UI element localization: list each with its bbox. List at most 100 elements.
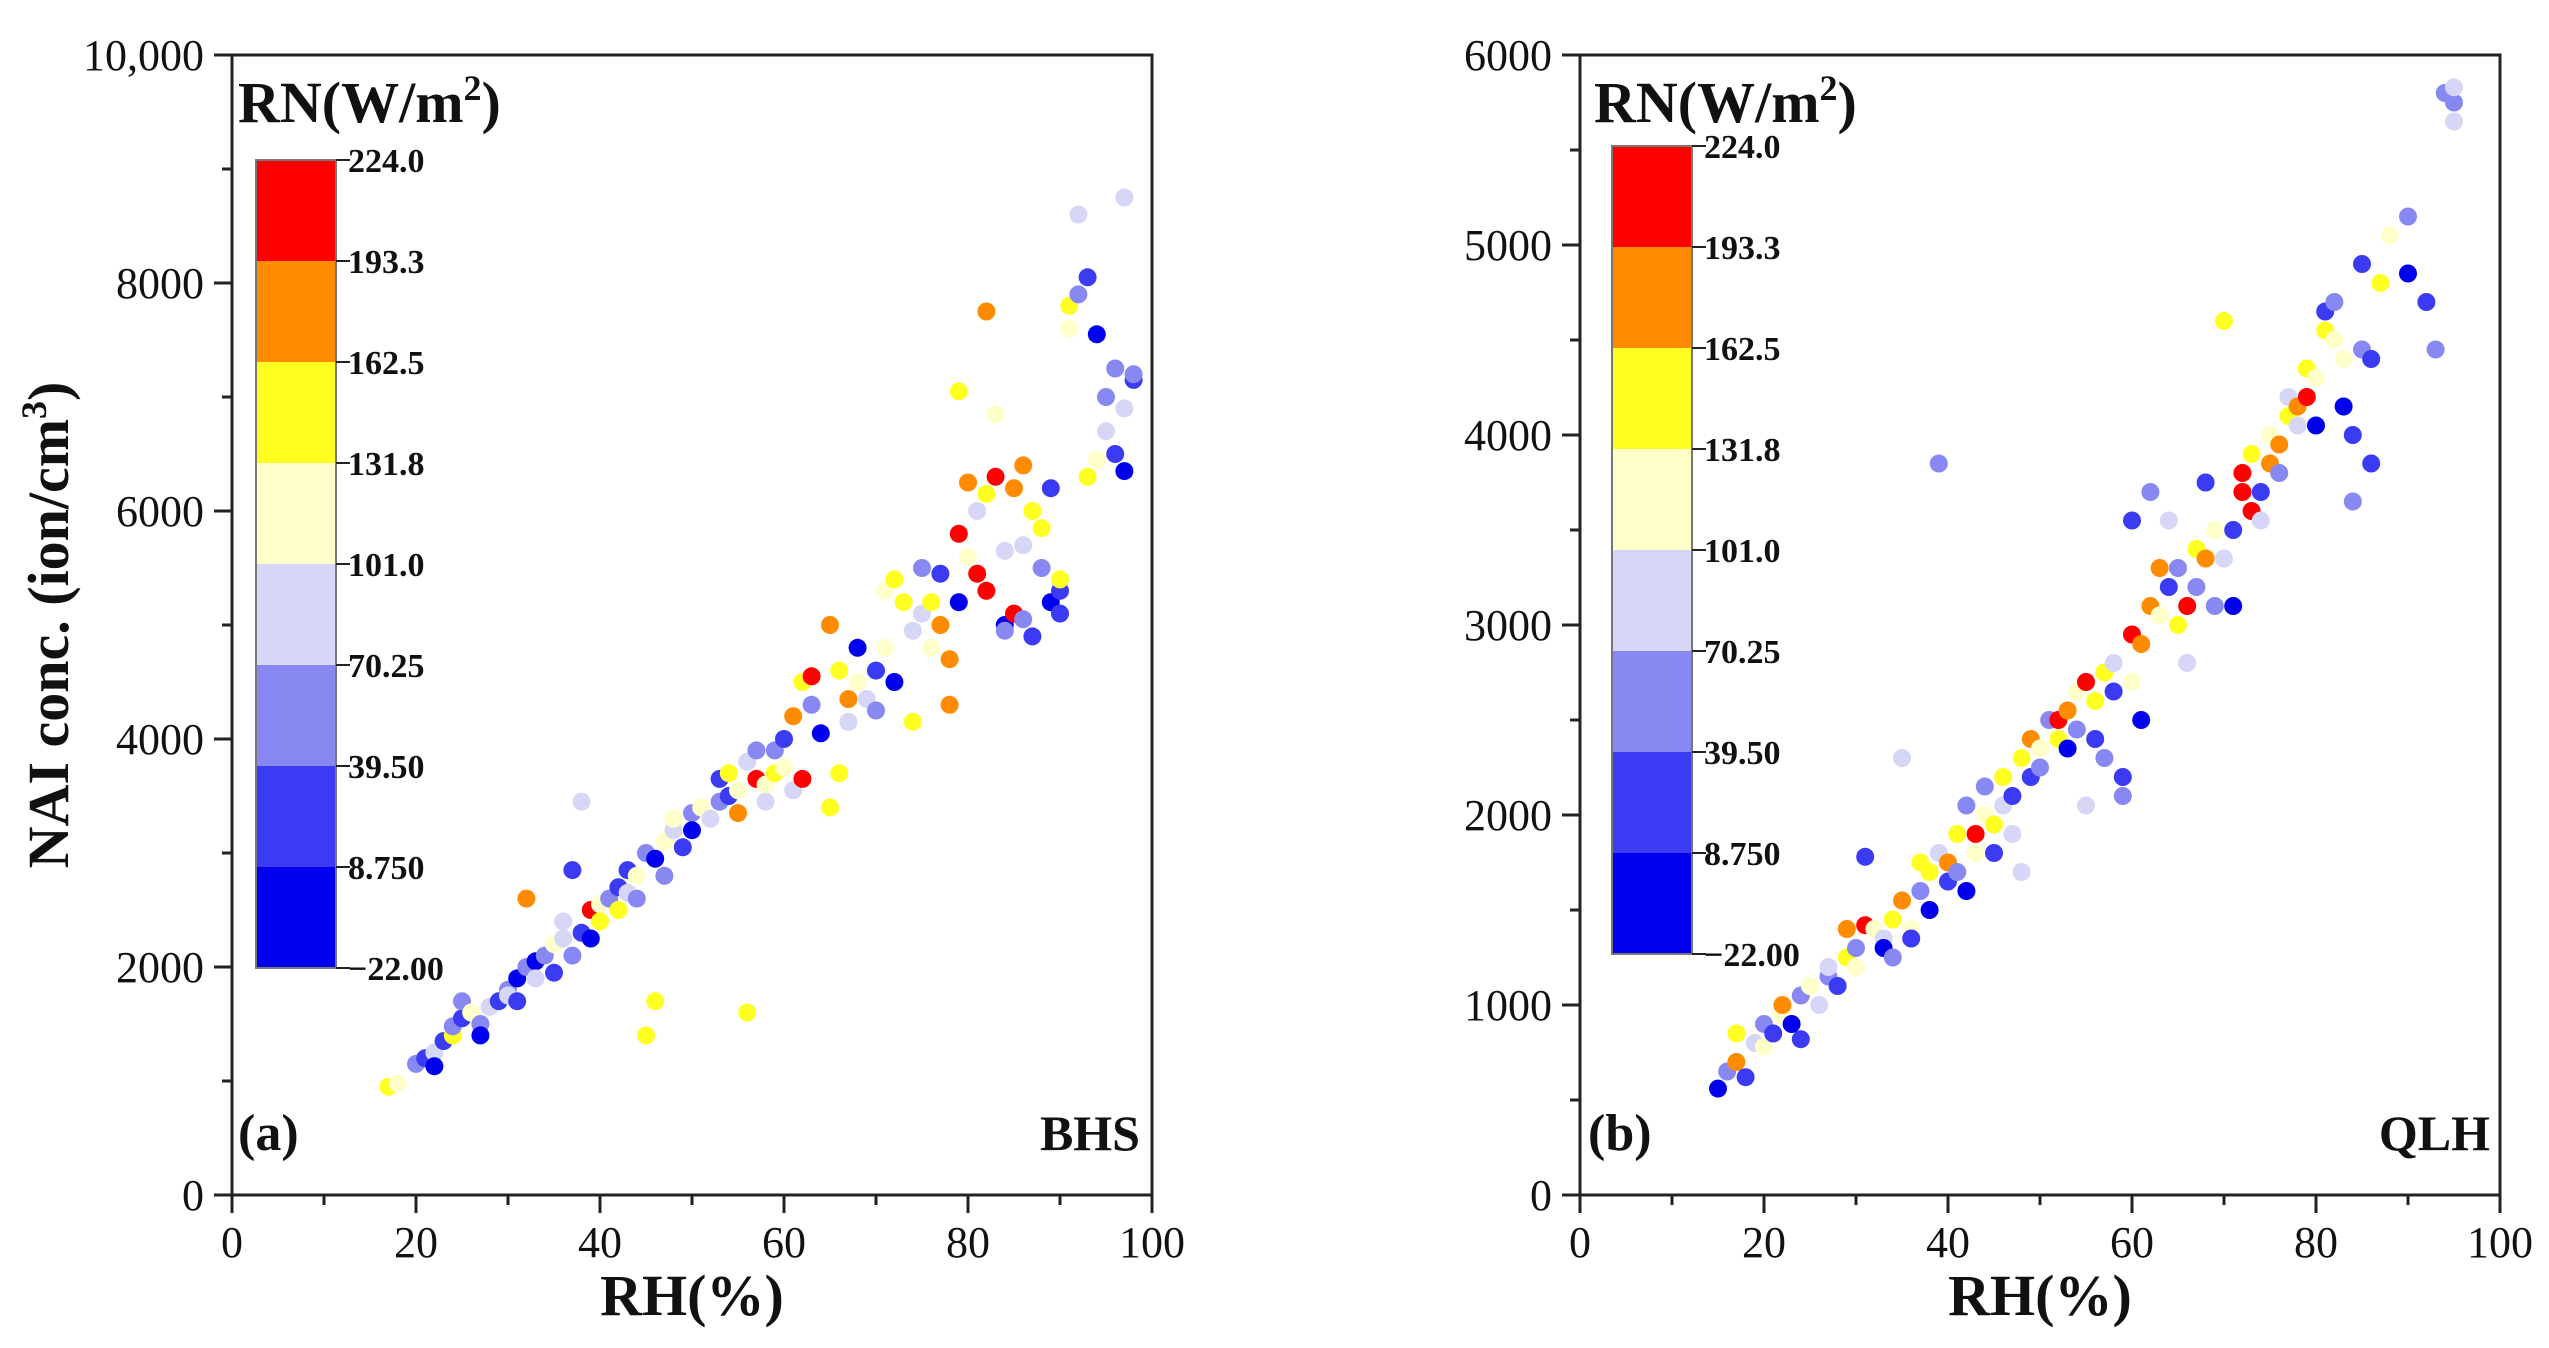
scatter-point <box>2288 416 2307 435</box>
scatter-point <box>1032 559 1051 577</box>
scatter-point <box>968 564 987 583</box>
scatter-point <box>1069 205 1088 224</box>
colorbar-title: RN(W/m2) <box>1594 68 1857 135</box>
y-tick-label: 4000 <box>1464 411 1552 460</box>
scatter-point <box>591 912 609 931</box>
scatter-point <box>2307 369 2325 387</box>
y-tick-label: 0 <box>1530 1171 1552 1220</box>
scatter-point <box>673 838 692 857</box>
scatter-point <box>885 570 904 589</box>
x-tick-label: 100 <box>1119 1218 1185 1267</box>
panel-b-plot-frame <box>1578 53 2502 1197</box>
scatter-point <box>2196 549 2215 568</box>
panel-a-y-axis-title-sup: 3 <box>14 401 54 419</box>
scatter-point <box>1966 825 1985 843</box>
scatter-point <box>2233 483 2252 501</box>
scatter-point <box>903 621 922 640</box>
scatter-point <box>2371 274 2390 292</box>
scatter-point <box>719 764 738 783</box>
scatter-point <box>913 559 931 577</box>
scatter-point <box>1883 910 1902 929</box>
colorbar-label: −22.00 <box>1704 937 1800 974</box>
y-tick-label: 8000 <box>116 259 204 308</box>
scatter-point <box>517 889 536 908</box>
scatter-point <box>2224 597 2243 615</box>
panel-a-colorbar: RN(W/m2) 224.0 193.3 162.5 131.8 101.0 70.25 39… <box>238 68 501 988</box>
scatter-point <box>2242 445 2261 463</box>
scatter-point <box>1097 422 1115 441</box>
colorbar-swatch <box>1612 348 1692 450</box>
colorbar-label: 131.8 <box>348 446 425 483</box>
scatter-point <box>821 798 839 817</box>
scatter-point <box>2215 549 2233 568</box>
scatter-point <box>1115 188 1134 207</box>
scatter-point <box>2159 511 2178 530</box>
scatter-point <box>2169 559 2187 577</box>
colorbar-label: 224.0 <box>348 143 425 180</box>
scatter-point <box>1736 1068 1755 1087</box>
scatter-point <box>637 1026 655 1045</box>
colorbar-swatch <box>256 362 336 464</box>
scatter-point <box>995 541 1014 560</box>
y-tick-label: 1000 <box>1464 981 1552 1030</box>
scatter-point <box>1764 1024 1783 1043</box>
scatter-point <box>2205 521 2224 539</box>
scatter-point <box>2233 464 2252 482</box>
scatter-point <box>1920 863 1939 881</box>
scatter-point <box>664 809 683 828</box>
scatter-point <box>2003 825 2022 843</box>
scatter-point <box>1023 502 1042 520</box>
panel-b-site-label: QLH <box>2379 1105 2490 1161</box>
colorbar-swatch <box>256 564 336 666</box>
scatter-point <box>931 616 950 634</box>
panel-b-points <box>1709 78 2463 1098</box>
x-tick-label: 0 <box>1569 1218 1591 1267</box>
scatter-point <box>2077 796 2095 815</box>
scatter-point <box>839 712 858 731</box>
scatter-point <box>1856 847 1875 866</box>
scatter-point <box>811 724 830 743</box>
scatter-point <box>830 661 849 680</box>
scatter-point <box>2031 739 2049 758</box>
scatter-point <box>729 781 747 800</box>
scatter-point <box>2196 473 2215 492</box>
scatter-point <box>1727 1053 1746 1071</box>
colorbar-swatch <box>256 160 336 262</box>
colorbar-swatch <box>1612 449 1692 551</box>
x-tick-label: 40 <box>578 1218 622 1267</box>
scatter-point <box>1819 958 1838 976</box>
scatter-point <box>2426 340 2445 359</box>
scatter-point <box>2012 863 2031 881</box>
scatter-point <box>1948 863 1967 881</box>
scatter-point <box>2012 749 2031 767</box>
colorbar-label: 224.0 <box>1704 129 1781 166</box>
scatter-point <box>986 405 1005 424</box>
scatter-point <box>2123 511 2141 530</box>
scatter-point <box>1087 450 1106 469</box>
scatter-point <box>1069 285 1088 304</box>
scatter-point <box>2325 331 2344 349</box>
scatter-point <box>2307 416 2325 435</box>
scatter-point <box>1893 749 1911 767</box>
scatter-point <box>2380 226 2399 245</box>
scatter-point <box>885 673 904 691</box>
scatter-point <box>2399 264 2417 283</box>
scatter-point <box>802 667 821 686</box>
scatter-point <box>1106 445 1125 463</box>
x-tick-label: 80 <box>2294 1218 2338 1267</box>
scatter-point <box>1920 901 1939 919</box>
panel-a-site-label: BHS <box>1040 1105 1140 1161</box>
scatter-point <box>784 707 803 726</box>
scatter-point <box>2251 483 2270 501</box>
scatter-point <box>508 992 527 1011</box>
scatter-point <box>2104 682 2123 701</box>
scatter-point <box>2297 388 2316 406</box>
scatter-point <box>922 593 941 612</box>
scatter-point <box>2343 492 2362 511</box>
scatter-point <box>1847 939 1865 957</box>
scatter-point <box>729 804 747 823</box>
colorbar-label: 39.50 <box>1704 735 1781 772</box>
scatter-point <box>655 866 674 885</box>
scatter-point <box>2334 350 2353 368</box>
